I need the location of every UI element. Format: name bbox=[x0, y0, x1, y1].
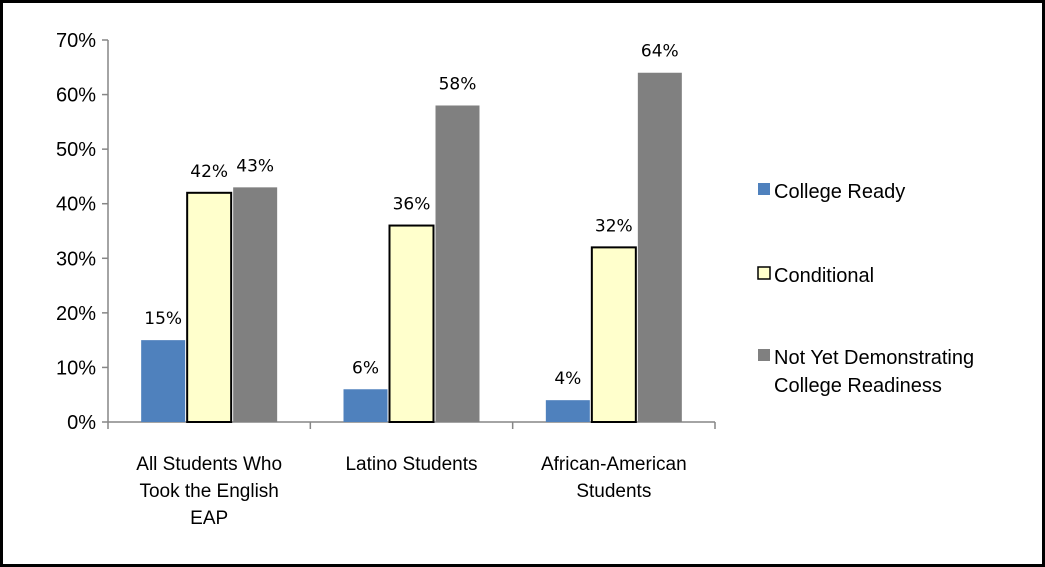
bar bbox=[343, 389, 388, 422]
data-label: 36% bbox=[393, 195, 431, 215]
legend-label: College Readiness bbox=[774, 375, 942, 397]
category-label: Took the English bbox=[139, 481, 278, 502]
bar-chart: 0% 10% 20% 30% 40% 50% 60% 70% 15% 42% 43% All Stud… bbox=[56, 30, 974, 529]
category-label: Students bbox=[576, 481, 651, 502]
data-label: 43% bbox=[236, 156, 274, 176]
category-label: Latino Students bbox=[345, 454, 477, 475]
data-label: 58% bbox=[439, 74, 477, 94]
bar bbox=[435, 105, 480, 422]
data-label: 4% bbox=[554, 369, 581, 389]
y-tick-label: 20% bbox=[56, 303, 96, 325]
y-tick-label: 60% bbox=[56, 85, 96, 107]
category-label: African-American bbox=[541, 454, 687, 475]
y-tick-label: 50% bbox=[56, 139, 96, 161]
bar bbox=[545, 400, 590, 422]
bar bbox=[637, 72, 682, 422]
category-label: All Students Who bbox=[136, 454, 282, 475]
bar bbox=[590, 246, 637, 423]
data-label: 6% bbox=[352, 358, 379, 378]
y-tick-label: 0% bbox=[67, 412, 96, 434]
bar bbox=[186, 191, 233, 423]
bar bbox=[141, 340, 186, 422]
y-tick-label: 70% bbox=[56, 30, 96, 52]
category-label: EAP bbox=[190, 508, 228, 529]
legend-swatch bbox=[757, 266, 771, 280]
legend-swatch bbox=[758, 349, 770, 361]
bar bbox=[388, 224, 435, 423]
legend-label: Conditional bbox=[774, 265, 874, 287]
legend-label: Not Yet Demonstrating bbox=[774, 347, 974, 369]
bar bbox=[233, 187, 278, 422]
data-label: 15% bbox=[144, 309, 182, 329]
legend-label: College Ready bbox=[774, 181, 905, 203]
data-label: 32% bbox=[595, 216, 633, 236]
legend-swatch bbox=[758, 183, 770, 195]
y-tick-label: 30% bbox=[56, 248, 96, 270]
y-tick-label: 10% bbox=[56, 357, 96, 379]
data-label: 64% bbox=[641, 42, 679, 62]
y-tick-label: 40% bbox=[56, 194, 96, 216]
data-label: 42% bbox=[190, 162, 228, 182]
